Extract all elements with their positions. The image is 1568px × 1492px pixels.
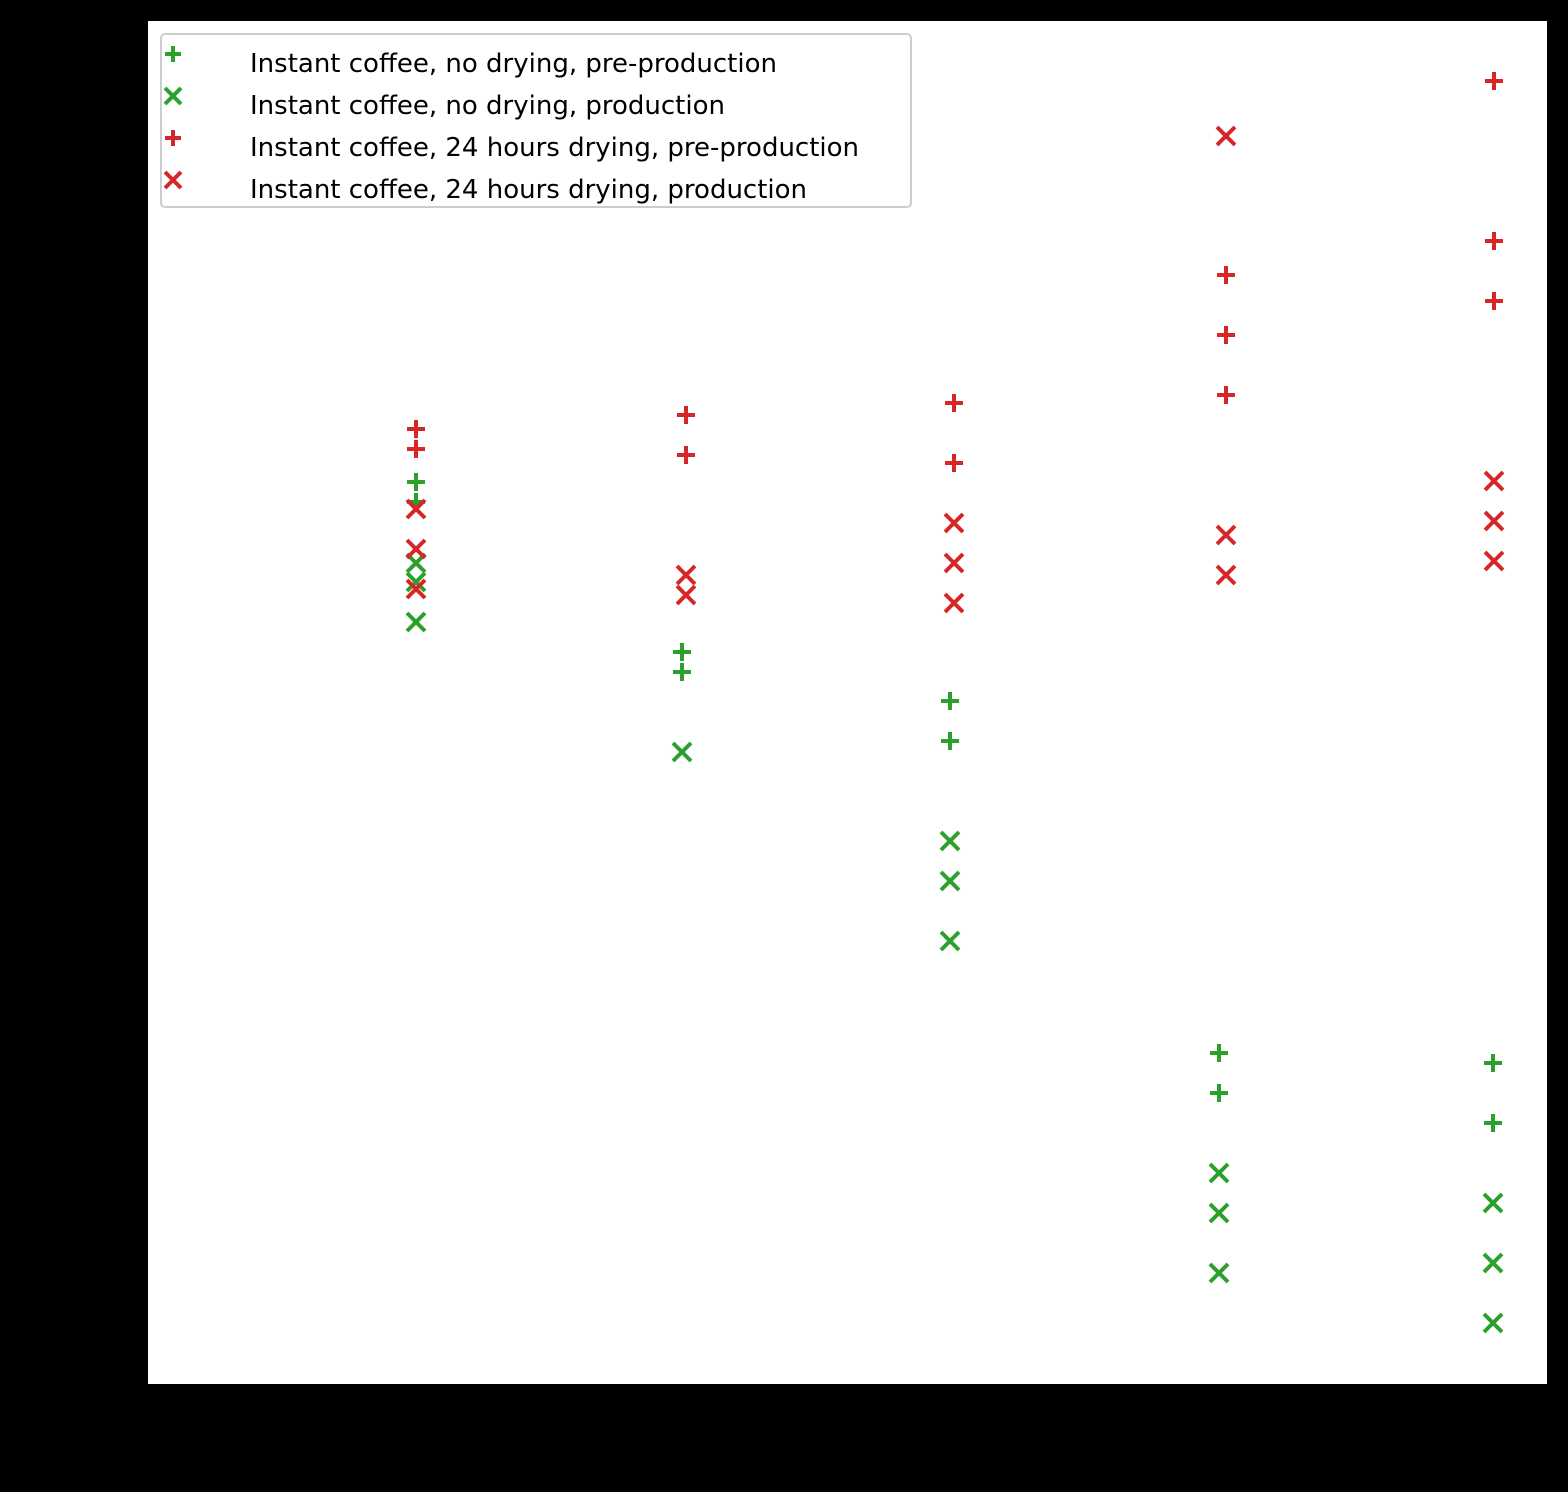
x-data-point <box>405 498 427 520</box>
legend-item-green-x: Instant coffee, no drying, production <box>162 85 910 127</box>
plus-data-point <box>677 446 695 464</box>
plus-data-point <box>1217 386 1235 404</box>
x-data-point <box>1483 470 1505 492</box>
plus-data-point <box>673 663 691 681</box>
x-data-point <box>939 870 961 892</box>
plus-data-point <box>407 473 425 491</box>
x-data-point <box>939 830 961 852</box>
x-data-point <box>405 611 427 633</box>
plus-data-point <box>407 440 425 458</box>
plus-data-point <box>941 692 959 710</box>
plus-data-point <box>1485 292 1503 310</box>
plus-data-point <box>1485 72 1503 90</box>
x-data-point <box>1482 1252 1504 1274</box>
plus-data-point <box>1210 1044 1228 1062</box>
legend-item-red-x: Instant coffee, 24 hours drying, product… <box>162 169 910 211</box>
x-data-point <box>675 584 697 606</box>
plus-data-point <box>1484 1054 1502 1072</box>
x-data-point <box>671 741 693 763</box>
plus-data-point <box>1485 232 1503 250</box>
x-data-point <box>1208 1262 1230 1284</box>
plus-data-point <box>677 406 695 424</box>
x-marker-icon <box>163 170 183 190</box>
x-data-point <box>405 578 427 600</box>
plus-data-point <box>945 394 963 412</box>
x-data-point <box>939 930 961 952</box>
x-data-point <box>1208 1162 1230 1184</box>
x-data-point <box>943 552 965 574</box>
plot-area: Instant coffee, no drying, pre-productio… <box>148 21 1547 1384</box>
legend-item-green-plus: Instant coffee, no drying, pre-productio… <box>162 43 910 85</box>
plus-marker-icon <box>165 130 181 146</box>
x-data-point <box>943 512 965 534</box>
x-data-point <box>405 571 427 593</box>
legend: Instant coffee, no drying, pre-productio… <box>160 33 912 208</box>
plus-data-point <box>1217 266 1235 284</box>
x-data-point <box>1483 510 1505 532</box>
x-marker-icon <box>163 86 183 106</box>
plus-data-point <box>1210 1084 1228 1102</box>
legend-label: Instant coffee, no drying, pre-productio… <box>250 49 777 79</box>
x-data-point <box>1215 564 1237 586</box>
plus-data-point <box>945 454 963 472</box>
x-data-point <box>1483 550 1505 572</box>
plus-data-point <box>673 643 691 661</box>
legend-label: Instant coffee, 24 hours drying, pre-pro… <box>250 133 860 163</box>
plus-data-point <box>1217 326 1235 344</box>
scatter-points <box>405 72 1505 1334</box>
x-data-point <box>1482 1192 1504 1214</box>
x-data-point <box>1215 125 1237 147</box>
x-data-point <box>1482 1312 1504 1334</box>
x-data-point <box>405 538 427 560</box>
plus-data-point <box>941 732 959 750</box>
legend-label: Instant coffee, 24 hours drying, product… <box>250 175 808 205</box>
x-data-point <box>943 592 965 614</box>
plus-data-point <box>1484 1114 1502 1132</box>
x-data-point <box>675 564 697 586</box>
x-data-point <box>1215 524 1237 546</box>
legend-label: Instant coffee, no drying, production <box>250 91 725 121</box>
plus-data-point <box>407 420 425 438</box>
legend-item-red-plus: Instant coffee, 24 hours drying, pre-pro… <box>162 127 910 169</box>
x-data-point <box>1208 1202 1230 1224</box>
plus-marker-icon <box>165 46 181 62</box>
